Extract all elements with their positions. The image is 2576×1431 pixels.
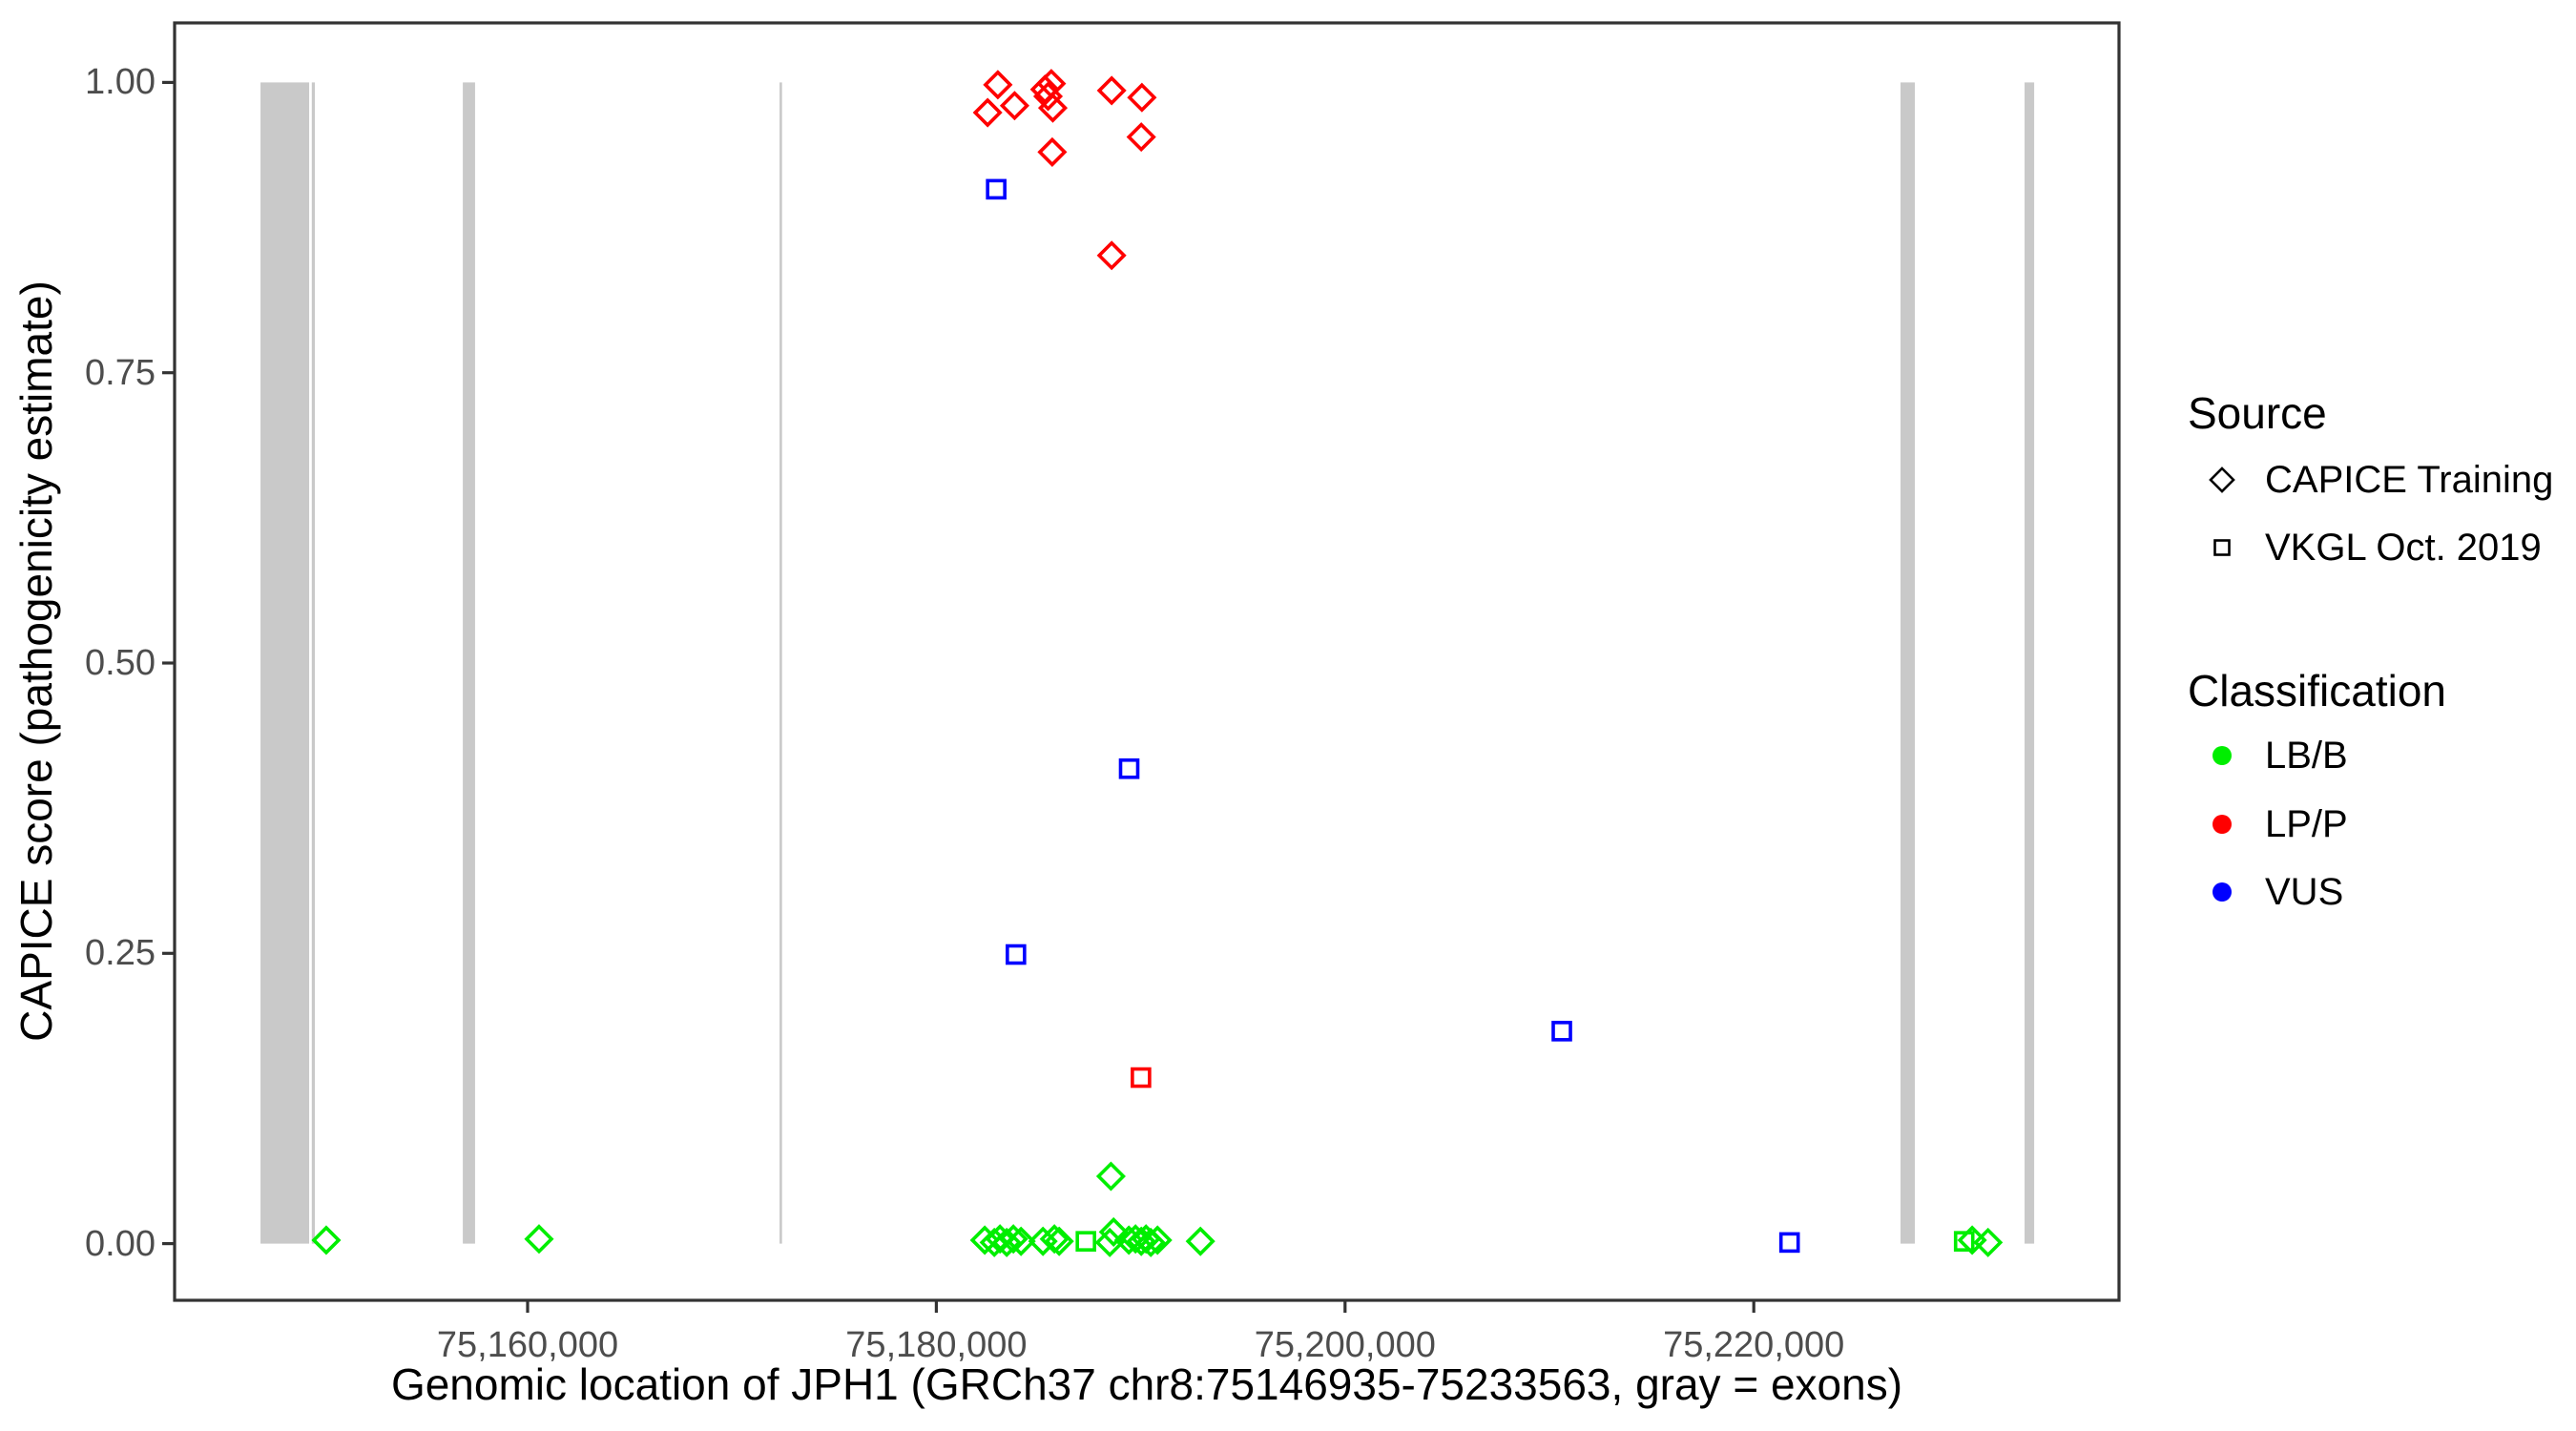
data-point-diamond (1973, 1227, 2004, 1257)
legend-item-label: LP/P (2265, 802, 2348, 845)
legend-item-label: LB/B (2265, 734, 2348, 777)
x-tick-label: 75,160,000 (436, 1325, 619, 1365)
legend-item-vus: VUS (2194, 867, 2343, 917)
data-point-diamond (1135, 1227, 1166, 1257)
circle-icon (2194, 815, 2250, 834)
circle-icon (2194, 746, 2250, 765)
data-point-diamond (1095, 1161, 1126, 1192)
data-point-diamond (998, 1224, 1028, 1255)
data-point-square (1551, 1021, 1572, 1042)
data-point-diamond (1044, 1226, 1074, 1256)
data-point-diamond (969, 1225, 1000, 1255)
exon-bar (311, 82, 316, 1244)
legend-source-title: Source (2188, 388, 2327, 438)
legend-color-dot (2212, 815, 2232, 834)
legend-item-lb-b: LB/B (2194, 731, 2348, 780)
data-point-square (1778, 1232, 1800, 1254)
legend-item-capice-training: CAPICE Training (2194, 455, 2553, 505)
y-tick-label: 0.50 (85, 643, 156, 683)
y-tick-label: 0.00 (85, 1223, 156, 1264)
data-point-diamond (1096, 75, 1127, 106)
data-point-diamond (1037, 136, 1068, 167)
data-point-diamond (1127, 82, 1157, 113)
legend-item-label: VKGL Oct. 2019 (2265, 526, 2542, 569)
legend-item-label: VUS (2265, 870, 2344, 913)
data-point-square (1006, 944, 1027, 965)
x-tick-label: 75,220,000 (1663, 1325, 1845, 1365)
data-point-diamond (524, 1224, 554, 1255)
exon-bar (260, 82, 310, 1244)
square-icon (2194, 526, 2250, 570)
exon-bar (779, 82, 782, 1244)
data-point-diamond (1142, 1225, 1173, 1255)
data-point-diamond (1098, 1216, 1129, 1247)
exon-bar (2025, 82, 2035, 1244)
data-point-square (1118, 757, 1140, 779)
data-point-diamond (1096, 240, 1127, 271)
x-tick-label: 75,180,000 (845, 1325, 1028, 1365)
legend-item-label: CAPICE Training (2265, 458, 2554, 501)
x-axis-title: Genomic location of JPH1 (GRCh37 chr8:75… (390, 1359, 1903, 1409)
y-tick-label: 1.00 (85, 62, 156, 103)
data-point-square (1953, 1231, 1975, 1252)
exon-bar (1900, 82, 1915, 1244)
data-point-diamond (983, 70, 1013, 100)
legend-classification-title: Classification (2188, 666, 2446, 716)
legend-color-dot (2212, 882, 2232, 902)
circle-icon (2194, 882, 2250, 902)
exon-bar (463, 82, 475, 1244)
data-point-diamond (999, 91, 1029, 121)
data-point-diamond (311, 1225, 342, 1255)
data-point-diamond (1039, 1224, 1070, 1255)
y-tick-label: 0.25 (85, 933, 156, 974)
data-point-diamond (1037, 93, 1069, 123)
data-point-diamond (972, 97, 1003, 128)
data-point-square (1075, 1231, 1096, 1252)
diamond-icon (2194, 458, 2250, 502)
x-tick-label: 75,200,000 (1254, 1325, 1436, 1365)
y-tick-label: 0.75 (85, 352, 156, 393)
data-point-diamond (1185, 1226, 1215, 1256)
data-point-diamond (1006, 1226, 1036, 1256)
data-point-diamond (985, 1224, 1015, 1255)
legend-color-dot (2212, 746, 2232, 765)
legend-item-lp-p: LP/P (2194, 799, 2348, 849)
legend-item-vkgl-oct-2019: VKGL Oct. 2019 (2194, 523, 2542, 572)
data-point-square (986, 178, 1007, 200)
data-point-square (1131, 1067, 1152, 1089)
data-point-diamond (991, 1227, 1022, 1257)
data-point-diamond (1126, 122, 1156, 153)
